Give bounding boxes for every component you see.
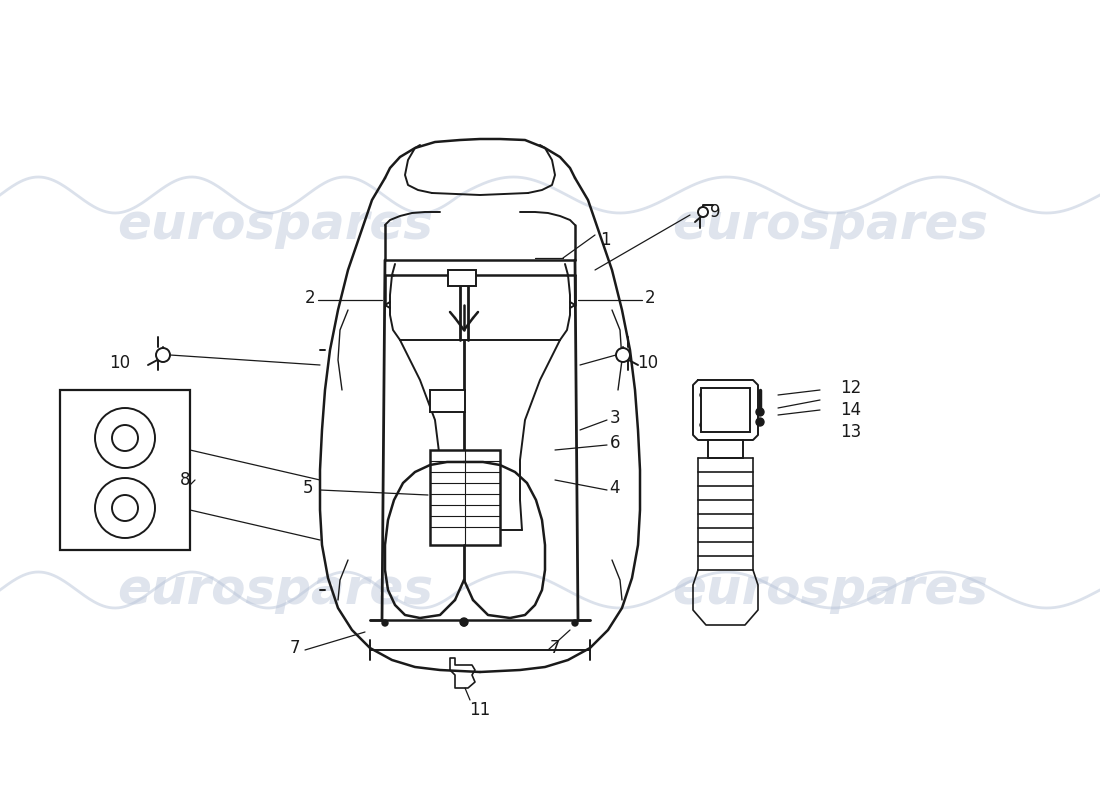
Circle shape bbox=[700, 392, 706, 398]
Text: 2: 2 bbox=[645, 289, 656, 307]
Circle shape bbox=[152, 495, 158, 501]
Text: 13: 13 bbox=[840, 423, 861, 441]
Circle shape bbox=[156, 348, 170, 362]
Circle shape bbox=[95, 408, 155, 468]
Text: eurospares: eurospares bbox=[672, 201, 988, 249]
Circle shape bbox=[461, 620, 468, 626]
Bar bbox=[448, 270, 476, 286]
Bar bbox=[430, 390, 465, 412]
Text: 10: 10 bbox=[109, 354, 131, 372]
Circle shape bbox=[152, 515, 158, 521]
Text: 7: 7 bbox=[550, 639, 560, 657]
Circle shape bbox=[616, 348, 630, 362]
Circle shape bbox=[92, 435, 98, 441]
Text: 2: 2 bbox=[305, 289, 316, 307]
Text: eurospares: eurospares bbox=[672, 566, 988, 614]
Text: 9: 9 bbox=[710, 203, 720, 221]
Circle shape bbox=[112, 425, 138, 451]
Circle shape bbox=[152, 425, 158, 431]
Circle shape bbox=[92, 505, 98, 511]
Text: 12: 12 bbox=[840, 379, 861, 397]
Circle shape bbox=[112, 495, 138, 521]
Text: 3: 3 bbox=[609, 409, 620, 427]
Circle shape bbox=[460, 618, 467, 626]
Bar bbox=[701, 388, 750, 432]
Text: 7: 7 bbox=[289, 639, 300, 657]
Text: 5: 5 bbox=[302, 479, 313, 497]
Circle shape bbox=[698, 207, 708, 217]
Circle shape bbox=[382, 620, 388, 626]
Text: eurospares: eurospares bbox=[117, 201, 433, 249]
Text: 1: 1 bbox=[600, 231, 610, 249]
Text: 10: 10 bbox=[637, 354, 659, 372]
Bar bbox=[60, 390, 190, 550]
Circle shape bbox=[756, 418, 764, 426]
Circle shape bbox=[756, 408, 764, 416]
Circle shape bbox=[572, 620, 578, 626]
Circle shape bbox=[700, 422, 706, 428]
Bar bbox=[708, 440, 742, 458]
Text: 11: 11 bbox=[470, 701, 491, 719]
Text: eurospares: eurospares bbox=[117, 566, 433, 614]
Text: 6: 6 bbox=[609, 434, 620, 452]
Bar bbox=[430, 450, 500, 545]
Text: 4: 4 bbox=[609, 479, 620, 497]
Text: 8: 8 bbox=[179, 471, 190, 489]
Circle shape bbox=[95, 478, 155, 538]
Text: 14: 14 bbox=[840, 401, 861, 419]
